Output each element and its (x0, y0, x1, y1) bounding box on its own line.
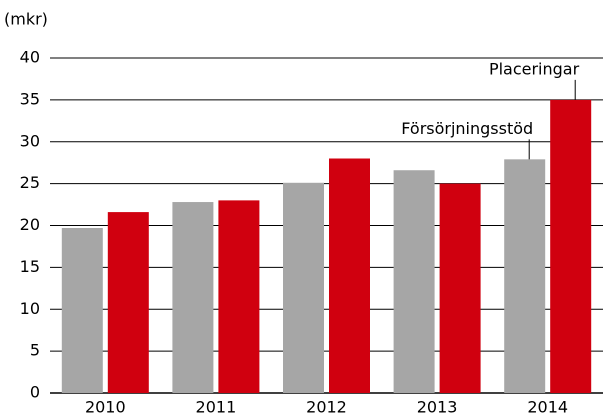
x-tick-label: 2011 (196, 398, 237, 416)
x-tick-label: 2013 (417, 398, 458, 416)
bar (107, 212, 149, 393)
bar (283, 182, 324, 393)
series-label: Placeringar (489, 59, 580, 78)
x-tick-label: 2014 (527, 398, 568, 416)
bar (393, 170, 435, 393)
bar (172, 202, 214, 393)
bar (329, 158, 370, 393)
x-tick-label: 2010 (85, 398, 126, 416)
bar (439, 183, 481, 393)
y-tick-label: 25 (20, 173, 40, 192)
y-tick-label: 15 (20, 257, 40, 276)
y-tick-label: 10 (20, 299, 40, 318)
y-axis-label: (mkr) (4, 10, 48, 29)
bar (218, 200, 260, 393)
y-tick-label: 30 (20, 131, 40, 150)
x-tick-label: 2012 (306, 398, 347, 416)
y-tick-label: 0 (30, 383, 40, 402)
bar (550, 99, 592, 393)
bar (61, 228, 103, 393)
y-tick-label: 5 (30, 341, 40, 360)
y-tick-label: 40 (20, 48, 40, 67)
y-tick-label: 35 (20, 89, 40, 108)
series-label: Försörjningsstöd (401, 119, 533, 138)
y-tick-label: 20 (20, 215, 40, 234)
bar (504, 159, 546, 393)
